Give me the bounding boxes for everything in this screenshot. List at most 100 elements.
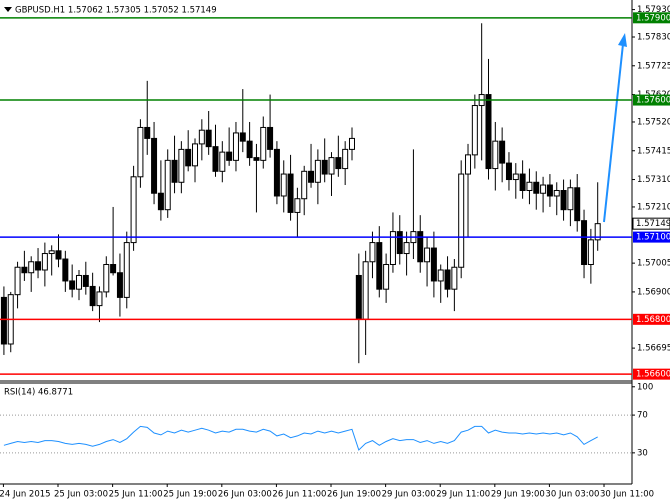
- candle-body: [437, 269, 444, 282]
- candle-body: [526, 181, 533, 191]
- candle-body: [130, 176, 137, 244]
- last-price-label: 1.57149: [636, 219, 670, 229]
- candle-body: [444, 269, 451, 290]
- y-tick-label: 1.57725: [637, 61, 670, 71]
- x-tick-label: 24 Jun 2015: [0, 490, 51, 500]
- candle-body: [75, 274, 82, 290]
- candle-body: [246, 140, 253, 159]
- candle-body: [41, 253, 48, 271]
- candle-body: [273, 148, 280, 197]
- x-tick-label: 26 Jun 11:00: [272, 490, 326, 500]
- candle-body: [546, 184, 553, 197]
- candle-body: [157, 192, 164, 211]
- candle-body: [567, 187, 574, 211]
- level-price-box: [633, 313, 670, 325]
- candle-body: [151, 137, 158, 194]
- candle-body: [226, 151, 233, 161]
- candle-body: [342, 148, 349, 170]
- candle-body: [287, 173, 294, 213]
- candle-body: [164, 159, 171, 211]
- y-tick-label: 1.57830: [637, 33, 670, 43]
- x-tick-label: 29 Jun 03:00: [382, 490, 436, 500]
- x-tick-label: 29 Jun 11:00: [436, 490, 490, 500]
- candle-body: [205, 129, 212, 148]
- x-tick-label: 26 Jun 03:00: [218, 490, 272, 500]
- level-price-label: 1.56600: [636, 370, 670, 380]
- chart-title: GBPUSD.H1 1.57062 1.57305 1.57052 1.5714…: [15, 6, 217, 16]
- candle-body: [55, 250, 62, 260]
- candle-body: [314, 159, 321, 183]
- candle-body: [458, 173, 465, 268]
- candle-body: [28, 261, 35, 274]
- y-tick-label: 1.57415: [637, 146, 670, 156]
- candle-body: [328, 157, 335, 175]
- candle-body: [499, 140, 506, 164]
- level-price-label: 1.56800: [636, 315, 670, 325]
- candle-body: [82, 274, 89, 287]
- candle-body: [198, 129, 205, 145]
- y-tick-label: 1.57520: [637, 117, 670, 127]
- candle-body: [424, 247, 431, 263]
- candle-body: [560, 190, 567, 211]
- candle-body: [267, 126, 274, 150]
- candle-body: [96, 291, 103, 307]
- candle-body: [403, 242, 410, 255]
- candle-body: [335, 157, 342, 170]
- candle-body: [348, 137, 355, 150]
- candle-body: [465, 154, 472, 175]
- x-tick-label: 29 Jun 19:00: [491, 490, 545, 500]
- rsi-line: [3, 425, 598, 451]
- y-tick-label: 1.57930: [637, 5, 670, 15]
- candle-body: [301, 170, 308, 200]
- candle-body: [594, 223, 601, 241]
- candle-body: [471, 105, 478, 156]
- candle-body: [14, 266, 21, 296]
- candle-body: [574, 187, 581, 222]
- candle-body: [540, 184, 547, 194]
- arrow-head: [618, 33, 627, 47]
- candle-body: [294, 198, 301, 213]
- level-price-box: [633, 12, 670, 24]
- candle-body: [219, 151, 226, 172]
- level-price-label: 1.57600: [636, 96, 670, 106]
- candle-body: [239, 132, 246, 142]
- level-price-box: [633, 231, 670, 243]
- candle-body: [260, 126, 267, 161]
- candle-body: [417, 231, 424, 263]
- rsi-tick-label: 100: [637, 382, 653, 392]
- level-price-label: 1.57100: [636, 233, 670, 243]
- x-tick-label: 25 Jun 19:00: [163, 490, 217, 500]
- candle-body: [485, 94, 492, 170]
- candle-body: [144, 126, 151, 139]
- candle-body: [35, 261, 42, 271]
- candle-body: [178, 148, 185, 183]
- candle-body: [89, 285, 96, 307]
- candle-body: [587, 239, 594, 266]
- candle-body: [212, 146, 219, 172]
- candle-body: [308, 170, 315, 183]
- trend-arrow: [603, 43, 624, 223]
- candle-body: [62, 258, 69, 282]
- candle-body: [321, 159, 328, 175]
- y-tick-label: 1.56900: [637, 287, 670, 297]
- candle-body: [192, 143, 199, 167]
- x-tick-label: 26 Jun 19:00: [327, 490, 381, 500]
- candle-body: [123, 242, 130, 298]
- candle-body: [171, 159, 178, 183]
- y-tick-label: 1.57005: [637, 259, 670, 269]
- candle-body: [185, 148, 192, 167]
- candle-body: [383, 264, 390, 290]
- level-price-label: 1.57900: [636, 13, 670, 23]
- y-tick-label: 1.57210: [637, 202, 670, 212]
- candle-body: [553, 190, 560, 197]
- candle-body: [369, 242, 376, 263]
- menu-icon: [4, 7, 12, 12]
- x-tick-label: 30 Jun 03:00: [545, 490, 599, 500]
- level-price-box: [633, 368, 670, 380]
- candle-body: [512, 173, 519, 181]
- candle-body: [396, 231, 403, 255]
- candle-body: [519, 173, 526, 191]
- candle-body: [376, 242, 383, 290]
